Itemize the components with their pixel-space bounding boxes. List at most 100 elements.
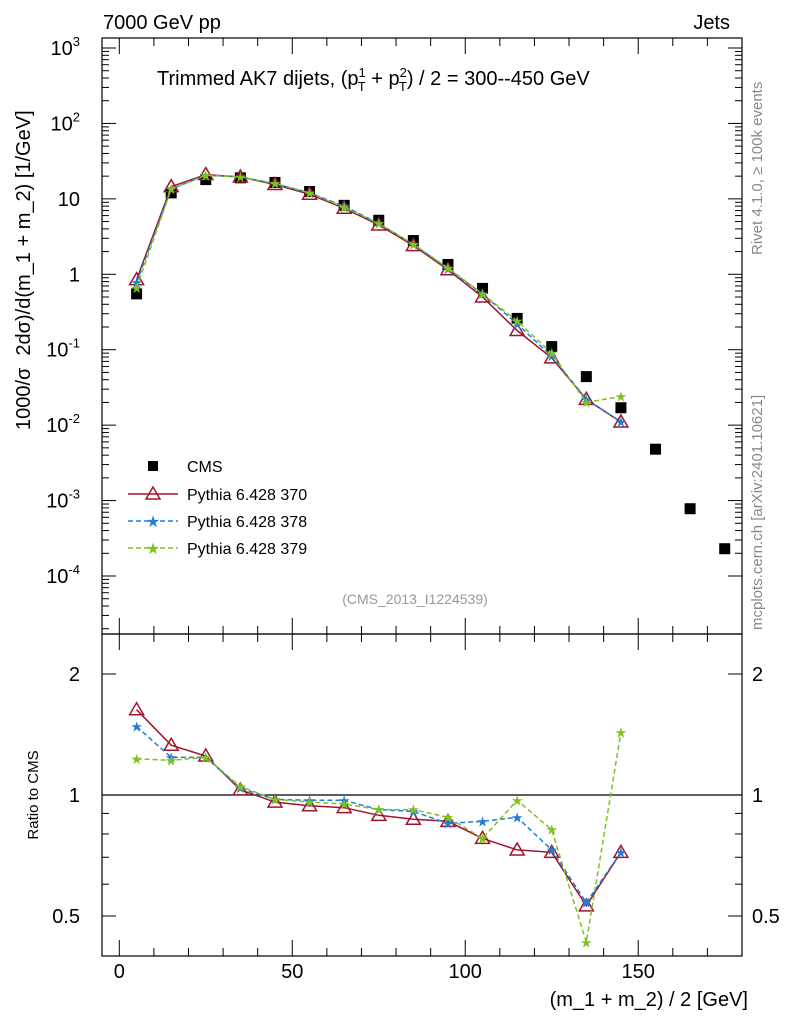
cms-data-point [234,172,246,184]
ratio-y-tick-label: 0.5 [52,906,80,928]
marker-p378: ★ [545,348,558,364]
ratio-marker-p370 [543,843,561,859]
ratio-y-tick-label-right: 0.5 [752,906,780,928]
mcplots-label: mcplots.cern.ch [arXiv:2401.10621] [749,395,766,630]
ratio-y-tick-label: 2 [69,664,80,686]
series-line-p378 [135,174,622,423]
y-tick-label: 102 [51,109,80,135]
y-tick-label: 10-4 [46,562,80,588]
marker-p378: ★ [615,414,628,430]
marker-p378: ★ [200,167,213,183]
y-tick-label: 103 [51,34,80,60]
marker-p378: ★ [338,198,351,214]
y-tick-label: 1 [69,264,80,286]
marker-p379: ★ [130,280,143,296]
ratio-y-axis-label: Ratio to CMS [25,750,42,839]
marker-p370 [197,166,215,181]
ratio-y-tick-label: 1 [69,785,80,807]
cms-data-point [131,288,143,300]
ratio-marker-p370 [162,736,180,751]
ratio-marker-p378: ★ [372,802,385,818]
ratio-marker-p379: ★ [200,749,213,765]
ratio-marker-p378: ★ [476,813,489,829]
marker-p379: ★ [200,167,213,183]
marker-p379: ★ [234,169,247,185]
x-axis-label: (m_1 + m_2) / 2 [GeV] [550,989,748,1011]
ratio-marker-p378: ★ [269,791,282,807]
cms-data-point [338,199,350,211]
ratio-marker-p379: ★ [165,752,178,768]
cms-data-point [269,176,281,188]
ratio-marker-p378: ★ [165,749,178,765]
cms-data-point [615,402,627,414]
ratio-marker-p379: ★ [476,830,489,846]
marker-p370 [370,216,388,231]
ratio-marker-p378: ★ [234,780,247,796]
header-process: Jets [693,12,730,34]
legend-label-p378: Pythia 6.428 378 [187,514,307,531]
ratio-marker-p379: ★ [511,792,524,808]
marker-p379: ★ [615,388,628,404]
cms-data-point [407,235,419,247]
ratio-marker-p370 [335,799,353,814]
ratio-marker-p378: ★ [130,719,143,735]
ratio-marker-p370 [266,793,284,808]
legend: CMS Pythia 6.428 370 ★ Pythia 6.428 378 … [128,459,307,558]
series-line-p370 [135,173,622,423]
marker-p370 [543,349,561,364]
legend-entry-p379: ★ Pythia 6.428 379 [128,541,307,558]
analysis-id: (CMS_2013_I1224539) [342,591,488,607]
ratio-y-tick-label-right: 2 [752,664,763,686]
ratio-marker-p378: ★ [407,803,420,819]
legend-entry-p370: Pythia 6.428 370 [128,485,307,504]
y-tick-label: 10 [58,189,80,211]
cms-data-point [373,214,385,226]
legend-marker-p370 [144,485,162,500]
ratio-marker-p379: ★ [615,725,628,741]
legend-label-cms: CMS [187,459,223,476]
series-line-p379 [135,174,622,404]
cms-data-point [684,503,696,515]
legend-marker-cms [148,461,158,471]
marker-p378: ★ [303,185,316,201]
marker-p370 [508,321,526,337]
y-tick-label: 10-1 [46,336,80,362]
cms-data-point [442,258,454,270]
marker-p370 [405,237,422,252]
x-tick-label: 50 [281,961,303,983]
ratio-marker-p370 [301,797,318,812]
ratio-marker-p379: ★ [130,751,143,767]
cms-data-point [546,341,558,353]
cms-data-point [304,186,316,198]
ratio-line-p379 [136,732,622,943]
main-title: Trimmed AK7 dijets, (p1 T + p2 T) / 2 = 30… [157,65,590,94]
legend-entry-p378: ★ Pythia 6.428 378 [128,514,307,531]
marker-p370 [232,168,249,183]
ratio-marker-p379: ★ [338,796,351,812]
marker-p378: ★ [580,391,593,407]
cms-data-point [719,543,731,555]
ratio-marker-p378: ★ [545,842,558,858]
marker-p379: ★ [407,236,420,252]
legend-label-p379: Pythia 6.428 379 [187,541,307,558]
x-tick-label: 0 [114,961,125,983]
header-energy: 7000 GeV pp [103,12,221,34]
cms-data-point [477,282,489,294]
main-y-axis-label: 1000/σ2dσ)/d(m_1 + m_2) [1/GeV] [13,110,35,430]
cms-data-point [650,443,662,455]
marker-p379: ★ [511,313,524,329]
marker-p379: ★ [269,175,282,191]
cms-data-point [165,187,177,199]
ratio-marker-p379: ★ [580,934,593,950]
ratio-marker-p379: ★ [234,778,247,794]
marker-p379: ★ [165,181,178,197]
ratio-marker-p378: ★ [580,895,593,911]
marker-p379: ★ [338,199,351,215]
ratio-marker-p370 [370,806,388,822]
ratio-marker-p370 [578,897,595,912]
ratio-marker-p378: ★ [615,844,628,860]
legend-marker-p379: ★ [146,541,160,558]
legend-marker-p378: ★ [146,514,160,531]
ratio-marker-p378: ★ [200,749,213,765]
